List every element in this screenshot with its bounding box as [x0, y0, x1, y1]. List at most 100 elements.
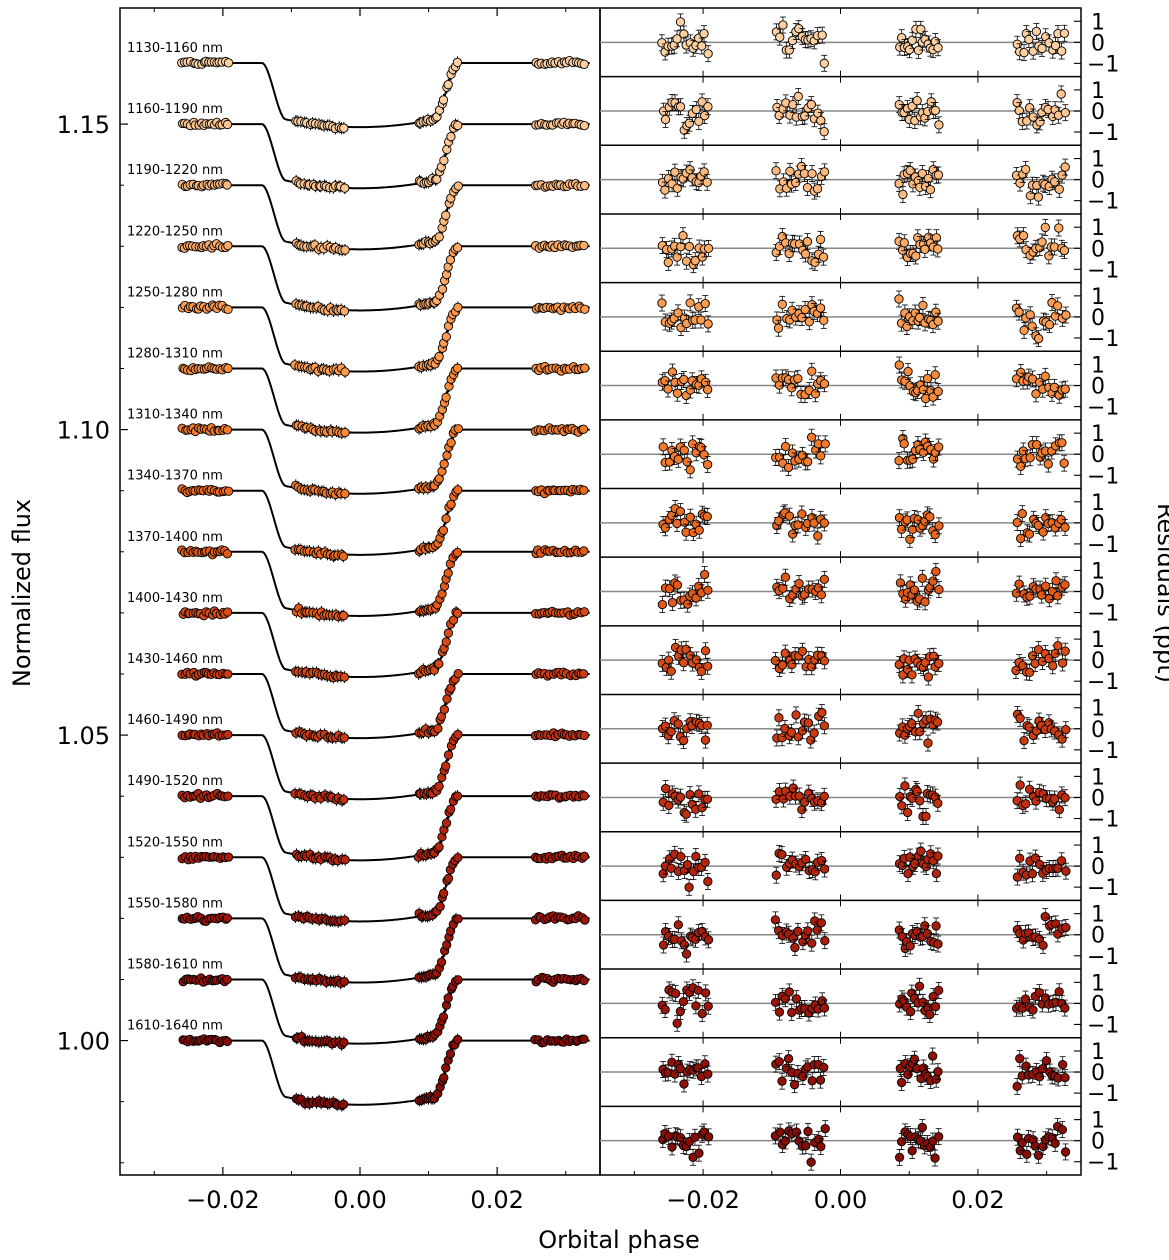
data-point [438, 95, 449, 105]
transit-model-curve [185, 306, 590, 373]
residual-point [923, 173, 934, 184]
residual-point [930, 370, 940, 380]
transit-model-curve [185, 978, 590, 1045]
residual-point [913, 708, 923, 719]
residual-point [783, 462, 794, 473]
residual-point [697, 41, 707, 51]
band-1160-1190-nm: 1160-1190 nm [127, 102, 590, 195]
residual-band-1220-1250-nm: 10−1 [600, 213, 1119, 283]
band-label: 1610-1640 nm [127, 1019, 223, 1034]
residual-point [678, 735, 689, 746]
transit-model-curve [185, 856, 590, 923]
residual-point [1019, 325, 1029, 336]
data-point [340, 855, 350, 865]
residual-point [777, 660, 788, 670]
data-point [442, 450, 452, 460]
data-point [339, 794, 349, 805]
data-point [579, 546, 589, 556]
transit-model-curve [185, 245, 590, 312]
residual-point [1019, 47, 1029, 58]
y-tick-label: 1.05 [57, 722, 110, 750]
data-point [441, 332, 451, 342]
data-point [339, 306, 350, 316]
data-point [339, 733, 349, 743]
residual-point [777, 299, 787, 309]
residual-point [1025, 667, 1035, 678]
residual-band-1130-1160-nm: 10−1 [600, 8, 1119, 77]
data-point [579, 851, 590, 861]
band-1190-1220-nm: 1190-1220 nm [127, 163, 590, 257]
data-point [223, 363, 233, 374]
data-point [339, 672, 350, 682]
residual-point [920, 597, 930, 607]
residual-y-tick-label: −1 [1087, 121, 1119, 146]
residual-point [699, 450, 709, 460]
residual-point [1024, 34, 1034, 45]
residual-point [818, 252, 829, 262]
data-point [453, 424, 463, 434]
transit-model-curve [185, 123, 590, 190]
x-tick-label: −0.02 [186, 1186, 260, 1214]
band-label: 1250-1280 nm [127, 285, 223, 300]
residual-y-tick-label: −1 [1087, 396, 1119, 421]
residual-point [679, 658, 689, 668]
residual-point [899, 238, 909, 248]
data-point [436, 957, 447, 967]
data-point [340, 183, 350, 193]
residual-point [899, 439, 909, 449]
data-point [441, 269, 452, 280]
data-point [339, 1037, 349, 1048]
data-point [223, 240, 233, 251]
band-1490-1520-nm: 1490-1520 nm [127, 774, 590, 867]
residual-point [1024, 529, 1035, 539]
data-point [339, 610, 349, 621]
band-1340-1370-nm: 1340-1370 nm [127, 469, 590, 563]
data-point [222, 607, 233, 617]
data-point [441, 637, 451, 647]
residual-point [1054, 223, 1064, 233]
data-point [579, 1034, 589, 1044]
residual-point [797, 726, 808, 736]
light-curve-panel: 1.00 1.05 1.10 1.15 −0.02 0.00 0.02 1130-1160 n… [57, 7, 601, 1214]
residual-point [703, 459, 713, 470]
residual-point [931, 566, 941, 577]
residual-point [1060, 162, 1070, 172]
residual-point [819, 656, 830, 666]
residual-point [810, 389, 821, 399]
residual-point [780, 441, 791, 452]
residual-point [1054, 184, 1064, 194]
data-point [579, 485, 589, 495]
transit-model-curve [185, 917, 590, 984]
residual-point [774, 713, 784, 723]
residual-band-1190-1220-nm: 10−1 [600, 144, 1119, 215]
data-point [446, 131, 456, 142]
data-point [446, 804, 456, 814]
band-1400-1430-nm: 1400-1430 nm [127, 591, 590, 684]
data-point [222, 974, 232, 985]
data-point [439, 704, 449, 715]
residual-point [1057, 658, 1068, 668]
residual-y-tick-label: −1 [1087, 258, 1119, 283]
residual-point [1020, 164, 1031, 175]
residual-point [685, 512, 695, 522]
residual-point [819, 721, 830, 731]
residual-point [1057, 438, 1067, 448]
residual-point [907, 670, 917, 680]
residual-point [1057, 734, 1067, 744]
residual-point [703, 384, 713, 395]
data-point [434, 842, 444, 852]
data-point [453, 302, 463, 312]
residual-point [700, 298, 710, 309]
x-tick-label: 0.00 [333, 1186, 386, 1214]
residual-y-tick-label: −1 [1087, 602, 1119, 627]
residual-point [675, 102, 686, 112]
residual-point [694, 525, 704, 535]
transit-model-curve [185, 489, 590, 556]
data-point [442, 144, 452, 155]
residual-point [672, 518, 682, 529]
data-point [453, 1034, 463, 1045]
residual-y-tick-label: −1 [1087, 464, 1119, 489]
residual-point [1031, 26, 1042, 37]
data-point [340, 427, 350, 438]
